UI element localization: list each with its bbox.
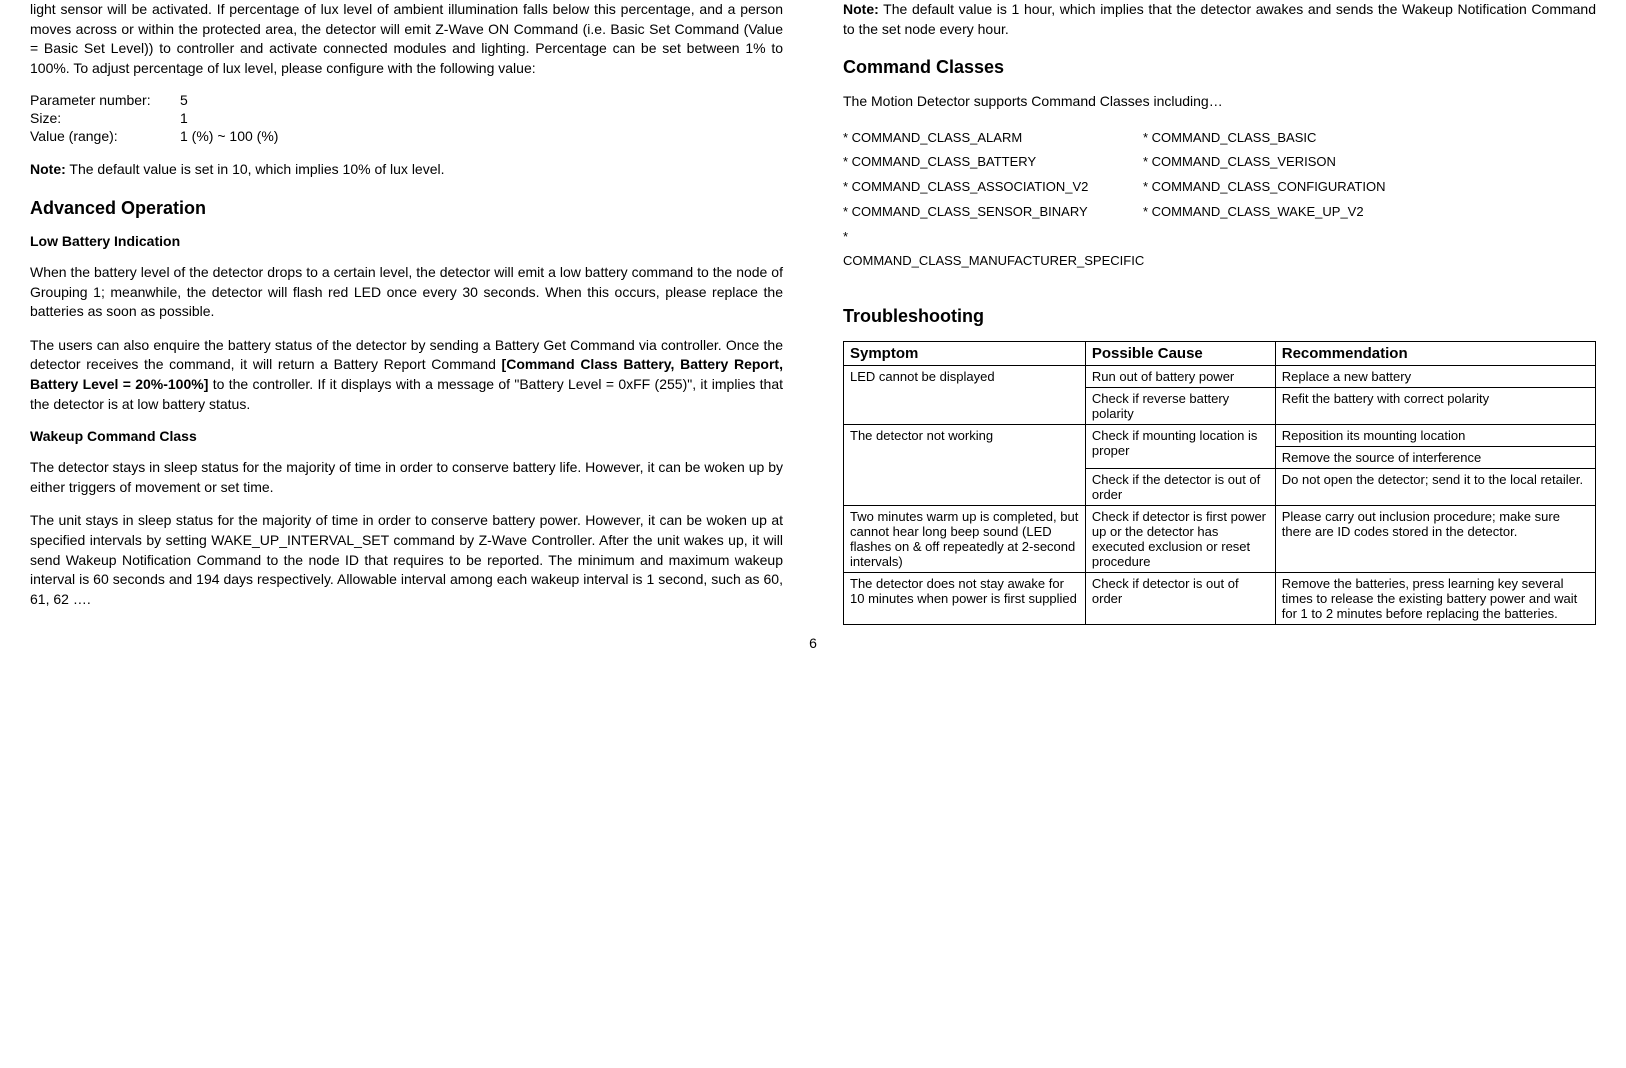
table-cell: Run out of battery power xyxy=(1085,365,1275,387)
command-row: * COMMAND_CLASS_ALARM * COMMAND_CLASS_BA… xyxy=(843,126,1596,151)
command-row: * COMMAND_CLASS_MANUFACTURER_SPECIFIC xyxy=(843,225,1596,274)
table-cell: Replace a new battery xyxy=(1275,365,1595,387)
wakeup-paragraph-1: The detector stays in sleep status for t… xyxy=(30,458,783,497)
table-cell: Reposition its mounting location xyxy=(1275,424,1595,446)
command-item: * COMMAND_CLASS_WAKE_UP_V2 xyxy=(1143,200,1596,225)
troubleshooting-table: Symptom Possible Cause Recommendation LE… xyxy=(843,341,1596,625)
table-cell: Remove the source of interference xyxy=(1275,446,1595,468)
table-row: The detector not working Check if mounti… xyxy=(844,424,1596,446)
table-cell: Check if the detector is out of order xyxy=(1085,468,1275,505)
right-column: Note: The default value is 1 hour, which… xyxy=(843,0,1596,625)
table-header: Recommendation xyxy=(1275,341,1595,365)
table-row: Two minutes warm up is completed, but ca… xyxy=(844,505,1596,572)
table-cell: LED cannot be displayed xyxy=(844,365,1086,424)
command-item: * COMMAND_CLASS_ALARM xyxy=(843,126,1143,151)
command-item: * COMMAND_CLASS_BASIC xyxy=(1143,126,1596,151)
table-header: Possible Cause xyxy=(1085,341,1275,365)
low-battery-paragraph-2: The users can also enquire the battery s… xyxy=(30,336,783,414)
table-header-row: Symptom Possible Cause Recommendation xyxy=(844,341,1596,365)
advanced-operation-heading: Advanced Operation xyxy=(30,198,783,219)
table-cell: Check if mounting location is proper xyxy=(1085,424,1275,468)
command-item: * COMMAND_CLASS_SENSOR_BINARY xyxy=(843,200,1143,225)
table-header: Symptom xyxy=(844,341,1086,365)
table-cell: Check if reverse battery polarity xyxy=(1085,387,1275,424)
note-paragraph: Note: The default value is 1 hour, which… xyxy=(843,0,1596,39)
table-cell: Remove the batteries, press learning key… xyxy=(1275,572,1595,624)
table-row: The detector does not stay awake for 10 … xyxy=(844,572,1596,624)
low-battery-paragraph-1: When the battery level of the detector d… xyxy=(30,263,783,322)
command-item: * COMMAND_CLASS_ASSOCIATION_V2 xyxy=(843,175,1143,200)
param-label: Parameter number: xyxy=(30,92,180,108)
command-row: * COMMAND_CLASS_BATTERY * COMMAND_CLASS_… xyxy=(843,150,1596,175)
command-list: * COMMAND_CLASS_ALARM * COMMAND_CLASS_BA… xyxy=(843,126,1596,274)
table-cell: Refit the battery with correct polarity xyxy=(1275,387,1595,424)
table-cell: The detector does not stay awake for 10 … xyxy=(844,572,1086,624)
note-label: Note: xyxy=(843,1,879,17)
note-text: The default value is set in 10, which im… xyxy=(66,161,445,177)
table-cell: Check if detector is out of order xyxy=(1085,572,1275,624)
command-classes-intro: The Motion Detector supports Command Cla… xyxy=(843,92,1596,112)
command-item: * COMMAND_CLASS_VERISON xyxy=(1143,150,1596,175)
table-cell: Check if detector is first power up or t… xyxy=(1085,505,1275,572)
intro-paragraph: light sensor will be activated. If perce… xyxy=(30,0,783,78)
table-cell: Please carry out inclusion procedure; ma… xyxy=(1275,505,1595,572)
command-item: * COMMAND_CLASS_CONFIGURATION xyxy=(1143,175,1596,200)
param-row: Parameter number: 5 xyxy=(30,92,783,108)
low-battery-heading: Low Battery Indication xyxy=(30,233,783,249)
param-label: Size: xyxy=(30,110,180,126)
command-row: * COMMAND_CLASS_SENSOR_BINARY * COMMAND_… xyxy=(843,200,1596,225)
left-column: light sensor will be activated. If perce… xyxy=(30,0,783,625)
command-item: * COMMAND_CLASS_BATTERY xyxy=(843,150,1143,175)
table-cell: Two minutes warm up is completed, but ca… xyxy=(844,505,1086,572)
param-row: Value (range): 1 (%) ~ 100 (%) xyxy=(30,128,783,144)
param-value: 1 xyxy=(180,110,783,126)
command-classes-heading: Command Classes xyxy=(843,57,1596,78)
note-label: Note: xyxy=(30,161,66,177)
command-row: * COMMAND_CLASS_ASSOCIATION_V2 * COMMAND… xyxy=(843,175,1596,200)
param-row: Size: 1 xyxy=(30,110,783,126)
table-row: LED cannot be displayed Run out of batte… xyxy=(844,365,1596,387)
param-label: Value (range): xyxy=(30,128,180,144)
troubleshooting-heading: Troubleshooting xyxy=(843,306,1596,327)
wakeup-heading: Wakeup Command Class xyxy=(30,428,783,444)
wakeup-paragraph-2: The unit stays in sleep status for the m… xyxy=(30,511,783,609)
command-item: * COMMAND_CLASS_MANUFACTURER_SPECIFIC xyxy=(843,225,1143,274)
note-paragraph: Note: The default value is set in 10, wh… xyxy=(30,160,783,180)
table-cell: The detector not working xyxy=(844,424,1086,505)
page-number: 6 xyxy=(0,635,1626,651)
page-container: light sensor will be activated. If perce… xyxy=(0,0,1626,625)
param-value: 5 xyxy=(180,92,783,108)
param-value: 1 (%) ~ 100 (%) xyxy=(180,128,783,144)
table-cell: Do not open the detector; send it to the… xyxy=(1275,468,1595,505)
note-text: The default value is 1 hour, which impli… xyxy=(843,1,1596,37)
